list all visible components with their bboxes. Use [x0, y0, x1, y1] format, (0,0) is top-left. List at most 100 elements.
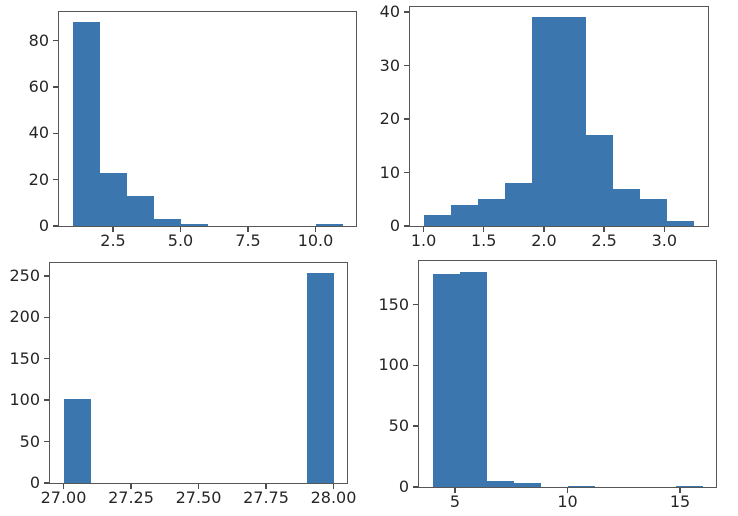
- x-tick-label: 3.0: [651, 231, 678, 250]
- x-tick-label: 10.0: [297, 231, 334, 250]
- y-tick-mark: [412, 364, 418, 367]
- y-tick-label: 150: [378, 294, 409, 314]
- x-tick-mark: [332, 484, 335, 490]
- histogram-bottom-right: 0 50 100 150 5 10 15: [378, 260, 717, 511]
- x-tick-label: 27.50: [175, 488, 222, 507]
- x-tick-label: 27.25: [108, 488, 154, 507]
- y-tick-mark: [43, 316, 49, 319]
- histogram-bar: [63, 399, 91, 483]
- y-tick-mark: [43, 399, 49, 401]
- y-tick-mark: [52, 178, 58, 181]
- x-tick-label: 7.5: [235, 231, 261, 250]
- histogram-bar: [513, 483, 541, 487]
- histogram-bar: [586, 135, 614, 226]
- histogram-bar: [423, 215, 451, 226]
- y-tick-mark: [43, 440, 49, 443]
- histogram-bar: [126, 195, 154, 226]
- x-tick-label: 1.0: [410, 231, 437, 250]
- y-tick-mark: [43, 358, 49, 360]
- y-tick-label: 60: [28, 77, 49, 97]
- x-tick-label: 2.5: [100, 231, 126, 250]
- histogram-bar: [613, 188, 641, 226]
- y-tick-label: 30: [379, 55, 400, 75]
- histogram-bar: [72, 22, 100, 226]
- y-tick-mark: [43, 275, 49, 277]
- x-tick-mark: [566, 488, 569, 494]
- x-tick-mark: [247, 227, 249, 233]
- y-tick-label: 50: [19, 431, 40, 451]
- x-tick-label: 28.00: [310, 488, 357, 507]
- histogram-bar: [504, 183, 532, 226]
- x-tick-mark: [603, 227, 605, 233]
- histogram-bar: [180, 223, 208, 226]
- x-tick-label: 27.75: [243, 488, 289, 507]
- x-tick-mark: [454, 488, 456, 494]
- histogram-bar: [477, 199, 505, 226]
- y-tick-mark: [412, 486, 418, 488]
- x-tick-mark: [543, 227, 545, 233]
- y-tick-label: 200: [9, 307, 40, 327]
- histogram-bottom-left: 0 50 100 150 200 250 27.00 27.25 27.50 27.75 28.00: [9, 262, 356, 507]
- histogram-bar: [450, 204, 478, 226]
- y-tick-label: 80: [28, 30, 49, 50]
- y-tick-mark: [403, 225, 409, 227]
- y-tick-mark: [403, 118, 409, 120]
- x-tick-mark: [197, 484, 200, 490]
- histogram-bar: [486, 480, 514, 487]
- histogram-bar: [306, 273, 334, 483]
- y-tick-mark: [52, 132, 58, 135]
- x-tick-mark: [179, 227, 182, 233]
- y-tick-mark: [403, 171, 409, 174]
- y-tick-label: 20: [379, 109, 400, 129]
- y-tick-label: 10: [379, 162, 400, 182]
- histogram-top-left: 0 20 40 60 80 2.5 5.0 7.5 10.0: [29, 11, 357, 250]
- y-tick-label: 40: [379, 2, 400, 22]
- x-tick-label: 2.5: [591, 231, 617, 250]
- y-tick-mark: [403, 11, 409, 13]
- x-tick-label: 1.5: [471, 231, 497, 250]
- y-tick-label: 250: [9, 265, 40, 285]
- x-tick-mark: [314, 227, 317, 233]
- y-tick-label: 0: [389, 216, 400, 235]
- x-tick-mark: [422, 227, 425, 233]
- x-tick-mark: [112, 227, 114, 233]
- y-tick-label: 100: [9, 390, 40, 410]
- y-tick-mark: [403, 64, 409, 67]
- y-tick-label: 100: [378, 355, 409, 375]
- y-tick-label: 0: [38, 216, 49, 235]
- histogram-bar: [667, 220, 695, 226]
- y-tick-label: 0: [398, 477, 409, 496]
- y-tick-mark: [52, 40, 58, 42]
- x-tick-label: 10: [557, 492, 578, 511]
- histogram-top-right: 0 10 20 30 40 1.0 1.5 2.0 2.5 3.0: [380, 3, 709, 250]
- y-tick-label: 50: [388, 416, 409, 436]
- histogram-bar: [153, 219, 181, 226]
- x-tick-mark: [679, 488, 681, 494]
- y-tick-mark: [412, 425, 418, 427]
- histogram-bar: [315, 223, 343, 226]
- x-tick-label: 5: [449, 492, 461, 511]
- y-tick-label: 40: [28, 123, 49, 143]
- x-tick-mark: [483, 227, 485, 233]
- y-tick-label: 20: [28, 169, 49, 189]
- x-tick-mark: [130, 484, 132, 490]
- histogram-bar: [459, 271, 487, 487]
- x-tick-label: 5.0: [167, 231, 194, 250]
- y-tick-mark: [52, 225, 58, 227]
- y-tick-label: 0: [29, 473, 40, 492]
- x-tick-label: 2.0: [531, 231, 557, 250]
- histogram-bar: [432, 274, 460, 487]
- x-tick-mark: [265, 484, 267, 490]
- histogram-bar: [559, 17, 587, 226]
- x-tick-mark: [663, 227, 666, 233]
- histogram-bar: [640, 199, 668, 226]
- y-tick-label: 150: [9, 348, 40, 368]
- y-tick-mark: [43, 482, 49, 484]
- y-tick-mark: [52, 86, 58, 88]
- x-tick-mark: [62, 484, 65, 490]
- x-tick-label: 27.00: [40, 488, 87, 507]
- histogram-bar: [531, 17, 559, 226]
- histogram-bar: [675, 485, 703, 487]
- x-tick-label: 15: [669, 492, 691, 511]
